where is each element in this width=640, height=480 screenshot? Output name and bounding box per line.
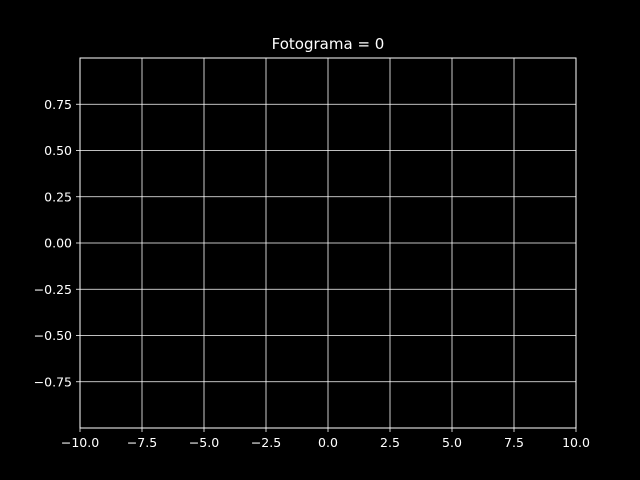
tick-labels: −10.0 −7.5 −5.0 −2.5 0.0 2.5 5.0 7.5 10.0 −0.75 −0…: [34, 97, 590, 450]
y-tick-label: −0.75: [34, 374, 72, 389]
x-tick-label: 7.5: [504, 435, 524, 450]
x-tick-label: 2.5: [380, 435, 400, 450]
y-tick-label: 0.25: [44, 189, 72, 204]
x-tick-label: −2.5: [251, 435, 281, 450]
x-tick-label: 5.0: [442, 435, 462, 450]
x-tick-label: 0.0: [318, 435, 338, 450]
x-tick-label: −5.0: [189, 435, 219, 450]
x-tick-label: −10.0: [61, 435, 99, 450]
y-tick-label: 0.75: [44, 97, 72, 112]
grid-lines: [79, 58, 577, 428]
y-tick-label: 0.00: [44, 236, 72, 251]
chart-title: Fotograma = 0: [272, 35, 385, 53]
x-tick-label: −7.5: [127, 435, 157, 450]
y-tick-label: −0.50: [34, 328, 72, 343]
axis-ticks: [76, 103, 577, 432]
y-tick-label: 0.50: [44, 143, 72, 158]
plot-area-frame: [79, 57, 577, 429]
y-tick-label: −0.25: [34, 282, 72, 297]
x-tick-label: 10.0: [562, 435, 590, 450]
